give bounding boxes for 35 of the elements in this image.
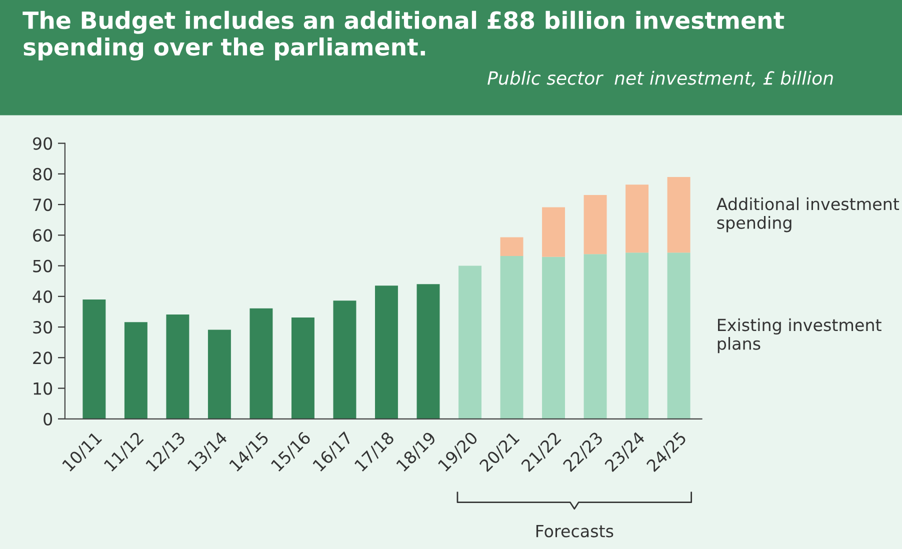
y-tick-label: 50 [33, 260, 52, 272]
bar [667, 252, 690, 419]
y-tick-label: 40 [32, 290, 52, 303]
y-tick-label: 70 [33, 198, 52, 212]
bar [542, 207, 565, 257]
bar [375, 286, 398, 419]
bar [626, 184, 649, 253]
chart-subtitle: Public sector net investment, £ billion [488, 70, 833, 87]
y-tick-label: 90 [32, 137, 52, 150]
bar [500, 237, 524, 256]
bar [124, 322, 148, 419]
bar [208, 330, 231, 419]
y-tick-label: 20 [33, 352, 52, 364]
y-tick-label: 30 [33, 320, 52, 334]
bar [250, 308, 273, 419]
y-tick-label: 60 [33, 229, 52, 242]
bar [458, 266, 482, 419]
bar [82, 299, 106, 419]
y-tick-label: 80 [33, 168, 52, 180]
series-label: Additional investment spending [716, 197, 900, 232]
y-tick-label: 0 [44, 412, 52, 426]
text: Forecasts [536, 524, 614, 538]
bar [626, 252, 649, 419]
chart-title: The Budget includes an additional £88 billion investment spending over the parliament. [22, 10, 784, 61]
bar [584, 195, 607, 254]
bar [333, 300, 356, 419]
bar [416, 284, 440, 419]
bar [500, 256, 524, 419]
bar [291, 318, 314, 419]
y-tick-label: 10 [34, 382, 52, 395]
bar [667, 176, 690, 253]
series-label: Existing investment plans [718, 318, 882, 354]
bar [542, 256, 565, 419]
bar [584, 254, 607, 419]
bar [166, 314, 190, 419]
